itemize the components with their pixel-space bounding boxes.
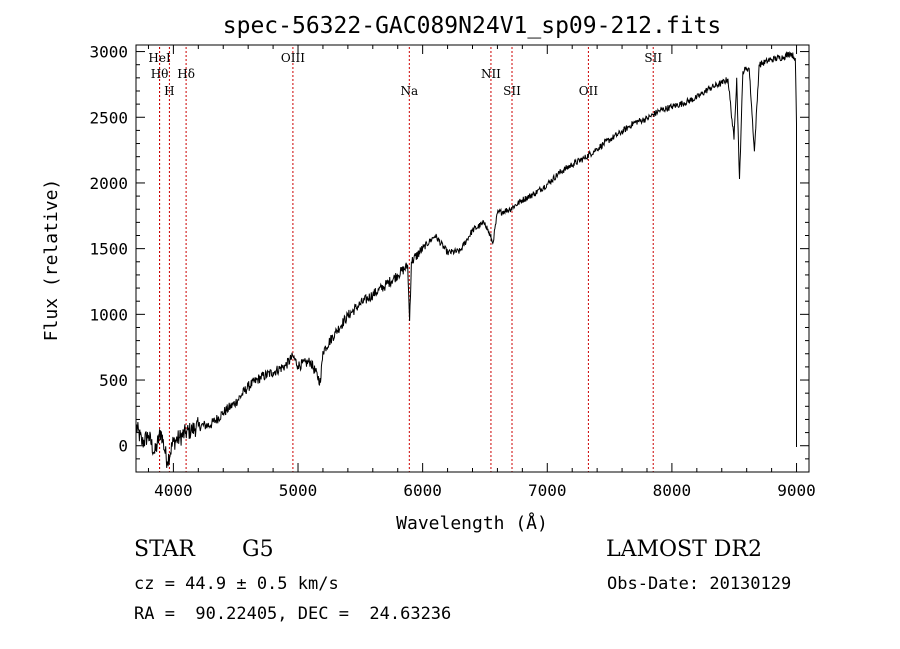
survey-name: LAMOST DR2 bbox=[606, 537, 762, 562]
x-tick-label: 6000 bbox=[403, 481, 442, 500]
object-subclass: G5 bbox=[242, 537, 274, 562]
y-axis-label: Flux (relative) bbox=[41, 179, 62, 342]
y-tick-label: 1500 bbox=[89, 240, 128, 259]
y-tick-label: 0 bbox=[118, 437, 128, 456]
line-marker-label: SII bbox=[644, 51, 662, 65]
object-class: STAR bbox=[134, 537, 195, 562]
line-marker-label: Hδ bbox=[177, 67, 195, 81]
line-marker-label: HeI bbox=[148, 51, 171, 65]
x-tick-label: 4000 bbox=[154, 481, 193, 500]
line-marker-label: H bbox=[164, 84, 174, 98]
x-axis-label: Wavelength (Å) bbox=[396, 512, 548, 534]
chart-title: spec-56322-GAC089N24V1_sp09-212.fits bbox=[223, 13, 722, 39]
x-tick-label: 7000 bbox=[528, 481, 567, 500]
y-tick-label: 3000 bbox=[89, 43, 128, 62]
y-tick-label: 2000 bbox=[89, 174, 128, 193]
ra-dec-coords: RA = 90.22405, DEC = 24.63236 bbox=[134, 604, 452, 624]
line-marker-label: Hθ bbox=[151, 67, 169, 81]
y-tick-label: 500 bbox=[99, 371, 128, 390]
line-marker-label: Na bbox=[400, 84, 418, 98]
spectrum-line bbox=[135, 51, 797, 468]
y-tick-label: 2500 bbox=[89, 108, 128, 127]
redshift-cz: cz = 44.9 ± 0.5 km/s bbox=[134, 574, 339, 594]
y-tick-label: 1000 bbox=[89, 305, 128, 324]
line-marker-label: OIII bbox=[281, 51, 305, 65]
line-marker-label: SII bbox=[503, 84, 521, 98]
plot-frame bbox=[135, 44, 810, 473]
x-tick-label: 8000 bbox=[653, 481, 692, 500]
x-tick-label: 5000 bbox=[279, 481, 318, 500]
x-tick-label: 9000 bbox=[777, 481, 816, 500]
axis-ticks: 4000 5000 6000 7000 8000 9000 0 500 1000 1500 2000… bbox=[89, 43, 815, 500]
observation-date: Obs-Date: 20130129 bbox=[607, 574, 792, 594]
spectrum-series bbox=[135, 51, 797, 468]
line-marker-label: OII bbox=[579, 84, 599, 98]
line-marker-label: NII bbox=[481, 67, 501, 81]
